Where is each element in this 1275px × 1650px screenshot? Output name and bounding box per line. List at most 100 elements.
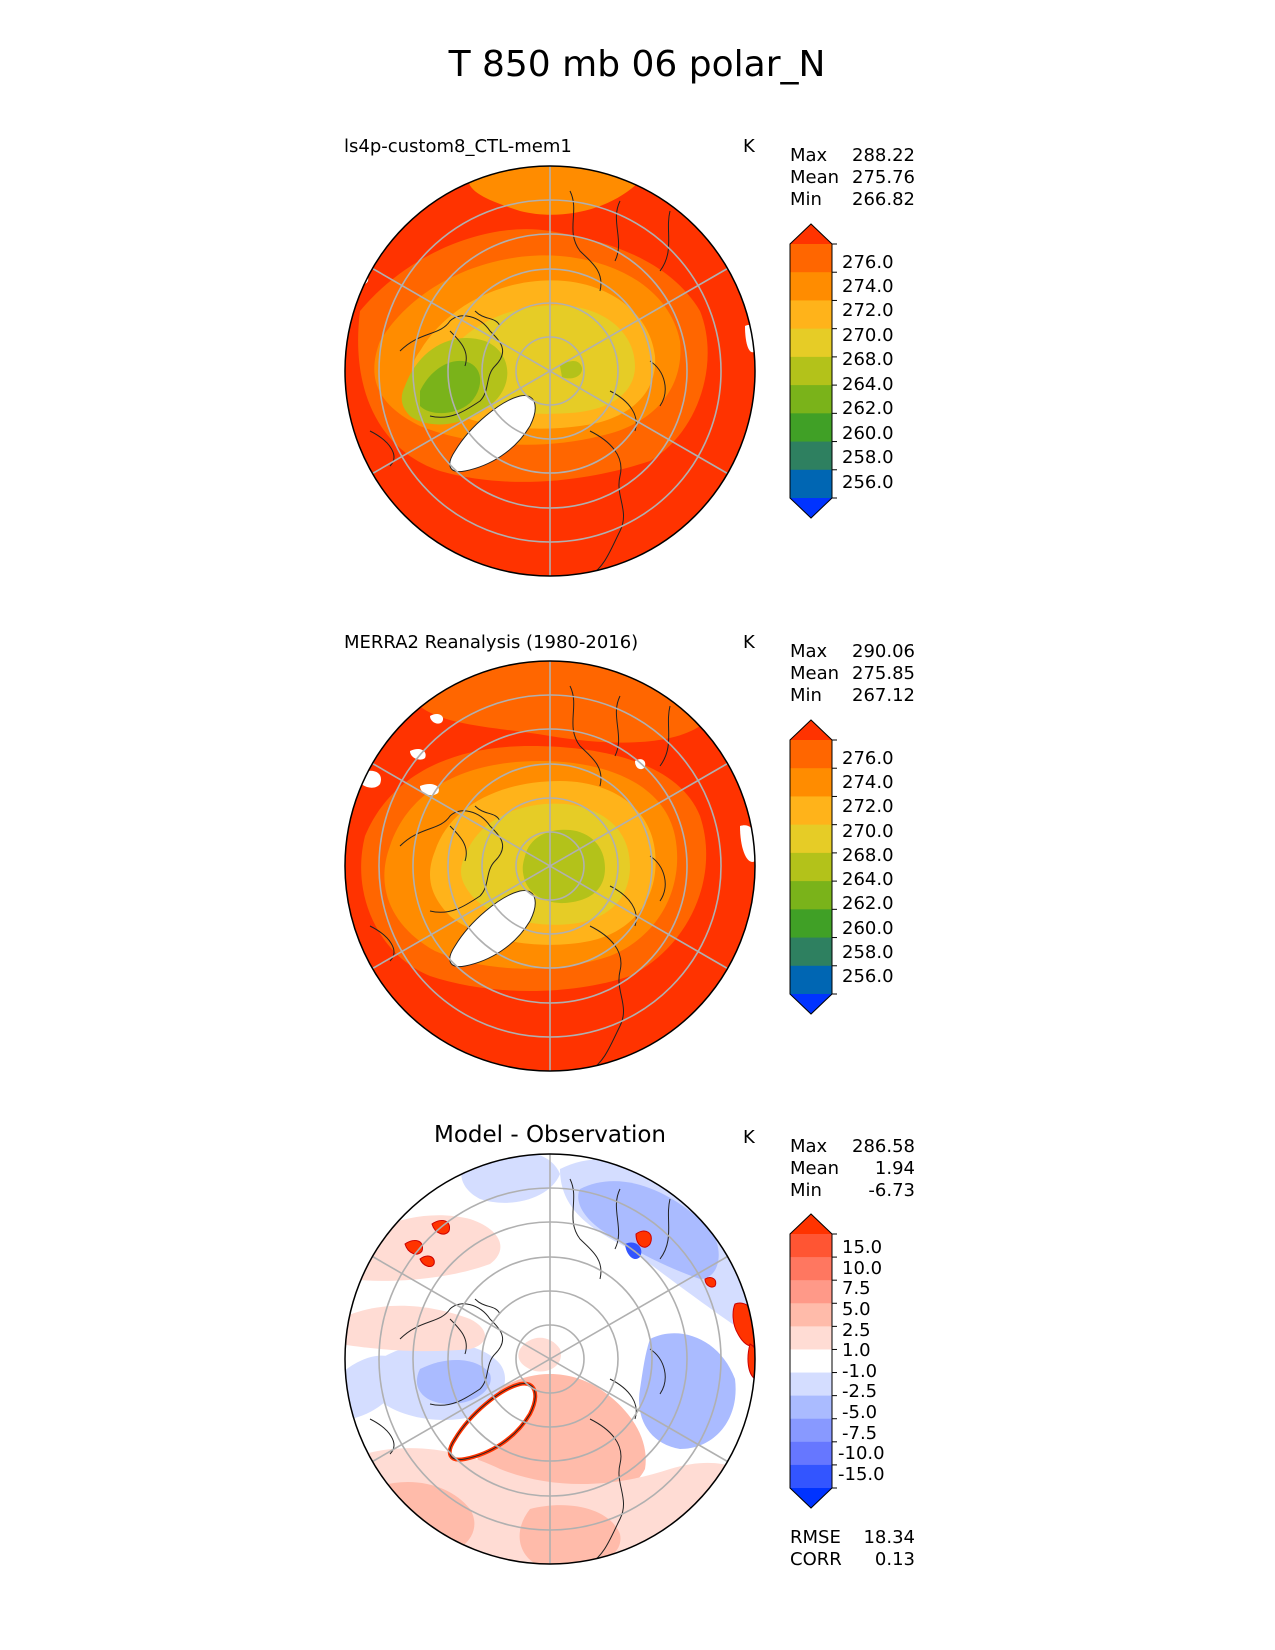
stat-value: 18.34	[863, 1527, 915, 1548]
colorbar-tick-label: 276.0	[842, 252, 894, 273]
colorbar-tick-label: 256.0	[842, 472, 894, 493]
graticule	[372, 1154, 728, 1564]
field-neg-east	[639, 1333, 736, 1449]
colorbar-extend-max	[790, 224, 832, 244]
field-band-274-north	[410, 661, 700, 743]
colorbar-tick-label: 268.0	[842, 349, 894, 370]
colorbar-segment	[790, 965, 832, 995]
stat-value: 275.76	[852, 167, 915, 188]
colorbar-segment	[790, 1418, 832, 1443]
colorbar-extend-max	[790, 720, 832, 740]
colorbar-segment	[790, 413, 832, 443]
colorbar-tick-label: 7.5	[842, 1278, 871, 1299]
stat-label: RMSE	[790, 1527, 841, 1548]
colorbar-tick-label: 10.0	[842, 1258, 882, 1279]
colorbar-segment	[790, 1234, 832, 1258]
colorbar-segment	[790, 356, 832, 386]
field-band-262	[420, 360, 481, 414]
missing-patch	[410, 748, 426, 760]
colorbar-tick-label: -15.0	[838, 1464, 885, 1485]
colorbar-segment	[790, 1257, 832, 1281]
colorbar-segment	[790, 1395, 832, 1420]
stat-value: 290.06	[852, 641, 915, 662]
stat-value: 286.58	[852, 1136, 915, 1157]
colorbar-segment	[790, 937, 832, 967]
stat-value: 1.94	[875, 1158, 915, 1179]
panel-1-stats: Max 288.22 Mean 275.76 Min 266.82	[790, 145, 915, 210]
colorbar-tick-label: 272.0	[842, 300, 894, 321]
missing-patch	[430, 713, 444, 724]
colorbar-segment	[790, 881, 832, 910]
colorbar-tick-label: 1.0	[842, 1340, 871, 1361]
colorbar-tick-label: 264.0	[842, 869, 894, 890]
panel-3-title: Model - Observation	[434, 1122, 666, 1148]
stat-label: Max	[790, 641, 828, 662]
stat-value: -6.73	[868, 1180, 915, 1201]
stat-label: Mean	[790, 663, 839, 684]
colorbar-extend-min	[790, 1488, 832, 1508]
panel-2-title: MERRA2 Reanalysis (1980-2016)	[344, 632, 638, 653]
stat-label: Min	[790, 189, 822, 210]
panel-3-units: K	[743, 1127, 756, 1148]
colorbar-segment	[790, 1280, 832, 1304]
stat-label: Min	[790, 685, 822, 706]
stat-label: Mean	[790, 167, 839, 188]
map-boundary	[344, 1153, 756, 1565]
panel-2: MERRA2 Reanalysis (1980-2016) K Max 290.…	[344, 632, 915, 1072]
colorbar-tick-label: 256.0	[842, 966, 894, 987]
colorbar-tick-label: 274.0	[842, 772, 894, 793]
panel-1-colorbar: 276.0 274.0 272.0 270.0 268.0 264.0 262.…	[789, 223, 894, 519]
panel-1-units: K	[743, 136, 756, 157]
panel-2-stats: Max 290.06 Mean 275.85 Min 267.12	[790, 641, 915, 706]
map-boundary	[344, 660, 756, 1072]
colorbar-tick-label: -10.0	[838, 1443, 885, 1464]
colorbar-segment	[790, 328, 832, 358]
stat-label: Max	[790, 1136, 828, 1157]
figure-title: T 850 mb 06 polar_N	[448, 44, 826, 85]
colorbar-tick-label: -1.0	[842, 1361, 877, 1382]
panel-2-colorbar: 276.0 274.0 272.0 270.0 268.0 264.0 262.…	[789, 719, 894, 1015]
field-neg2-west	[416, 1359, 491, 1404]
panel-3: Model - Observation K Max 286.58 Mean 1.…	[344, 1122, 915, 1570]
colorbar-tick-label: 258.0	[842, 942, 894, 963]
field-pos-west	[345, 1305, 485, 1352]
graticule	[372, 166, 728, 576]
colorbar-tick-label: 276.0	[842, 748, 894, 769]
stat-value: 0.13	[875, 1549, 915, 1570]
colorbar-segment	[790, 441, 832, 471]
colorbar-segment	[790, 824, 832, 854]
colorbar-segment	[790, 1303, 832, 1327]
colorbar-tick-label: 2.5	[842, 1320, 871, 1341]
stat-label: Min	[790, 1180, 822, 1201]
colorbar-tick-label: 274.0	[842, 276, 894, 297]
colorbar-tick-label: 258.0	[842, 447, 894, 468]
colorbar-extend-max	[790, 1214, 832, 1234]
panel-3-colorbar: 15.0 10.0 7.5 5.0 2.5 1.0 -1.0 -2.5 -5.0…	[789, 1213, 885, 1509]
colorbar-segment	[790, 1464, 832, 1489]
colorbar-segment	[790, 852, 832, 882]
panel-1: ls4p-custom8_CTL-mem1 K Max 288.22 Mean …	[344, 136, 915, 577]
colorbar-tick-label: 260.0	[842, 918, 894, 939]
colorbar-segment	[790, 385, 832, 414]
panel-3-map	[344, 1153, 756, 1565]
panel-2-units: K	[743, 632, 756, 653]
colorbar-segment	[790, 796, 832, 826]
colorbar-tick-label: 260.0	[842, 423, 894, 444]
colorbar-segment	[790, 740, 832, 769]
field-pos2-s	[519, 1505, 621, 1564]
panel-1-title: ls4p-custom8_CTL-mem1	[344, 136, 572, 157]
greenland-mask	[449, 395, 536, 472]
colorbar-tick-label: 5.0	[842, 1299, 871, 1320]
colorbar-tick-label: -5.0	[842, 1402, 877, 1423]
colorbar-segment	[790, 768, 832, 797]
map-boundary	[344, 165, 756, 577]
stat-value: 267.12	[852, 685, 915, 706]
stat-value: 275.85	[852, 663, 915, 684]
panel-1-map	[344, 165, 756, 577]
stat-value: 288.22	[852, 145, 915, 166]
colorbar-tick-label: 262.0	[842, 398, 894, 419]
field-band-272-north	[468, 166, 640, 215]
greenland-mask	[449, 890, 536, 967]
colorbar-segment	[790, 909, 832, 939]
